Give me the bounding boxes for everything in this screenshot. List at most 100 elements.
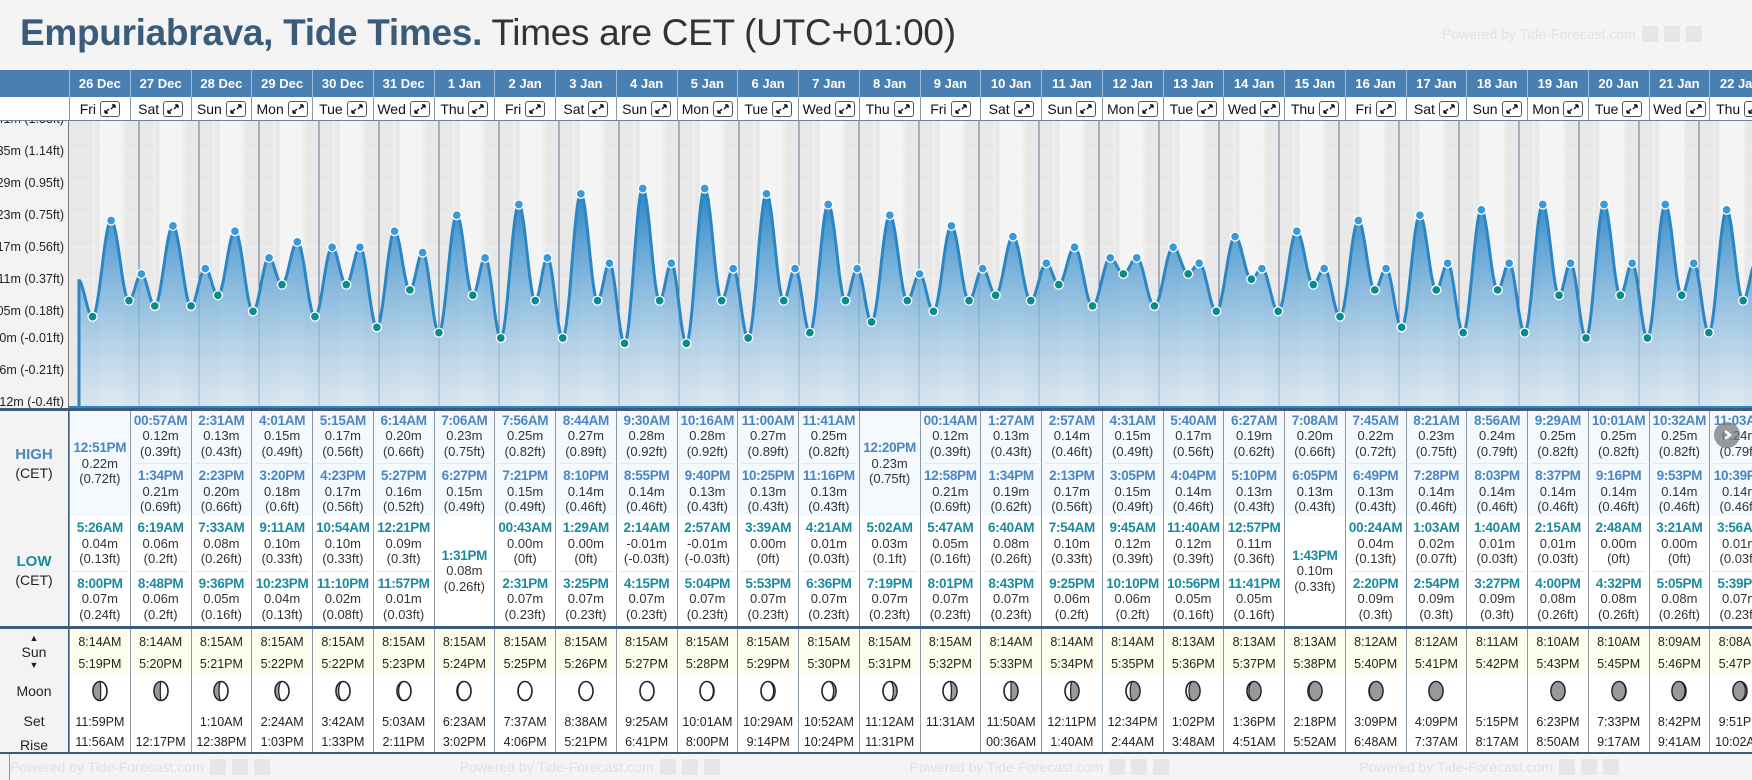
low-tide-point[interactable] — [1396, 322, 1407, 333]
low-tide-point[interactable] — [495, 332, 506, 344]
low-tide-point[interactable] — [1118, 268, 1129, 280]
high-tide-point[interactable] — [1041, 258, 1052, 269]
high-tide-point[interactable] — [1131, 252, 1142, 264]
high-tide-point[interactable] — [479, 252, 491, 264]
high-tide-point[interactable] — [1007, 231, 1019, 242]
high-tide-point[interactable] — [229, 226, 241, 237]
low-tide-point[interactable] — [1580, 332, 1592, 344]
expand-day-button[interactable] — [1375, 100, 1396, 117]
high-tide-point[interactable] — [1353, 215, 1364, 226]
expand-day-button[interactable] — [287, 100, 308, 117]
high-tide-point[interactable] — [761, 188, 772, 199]
high-tide-point[interactable] — [637, 183, 648, 194]
low-tide-point[interactable] — [1642, 332, 1653, 344]
low-tide-point[interactable] — [778, 295, 789, 306]
low-tide-point[interactable] — [963, 295, 975, 306]
high-tide-point[interactable] — [1598, 199, 1610, 210]
expand-day-button[interactable] — [1260, 100, 1281, 117]
low-tide-point[interactable] — [804, 327, 816, 338]
high-tide-point[interactable] — [1256, 263, 1268, 274]
expand-day-button[interactable] — [712, 100, 733, 117]
low-tide-point[interactable] — [276, 279, 288, 290]
low-tide-point[interactable] — [149, 300, 160, 312]
low-tide-point[interactable] — [1025, 295, 1036, 306]
high-tide-point[interactable] — [1319, 263, 1330, 274]
high-tide-point[interactable] — [1627, 258, 1638, 269]
high-tide-point[interactable] — [1476, 204, 1487, 215]
low-tide-point[interactable] — [1676, 290, 1687, 301]
expand-day-button[interactable] — [409, 100, 430, 117]
high-tide-point[interactable] — [604, 258, 615, 269]
high-tide-point[interactable] — [542, 252, 553, 264]
expand-day-button[interactable] — [835, 100, 856, 117]
high-tide-point[interactable] — [1229, 231, 1241, 242]
low-tide-point[interactable] — [654, 295, 665, 306]
low-tide-point[interactable] — [530, 295, 541, 306]
low-tide-point[interactable] — [1369, 284, 1380, 296]
low-tide-point[interactable] — [866, 316, 877, 328]
low-tide-point[interactable] — [404, 284, 416, 296]
high-tide-point[interactable] — [728, 263, 739, 274]
expand-day-button[interactable] — [1501, 100, 1522, 117]
high-tide-point[interactable] — [354, 242, 366, 253]
low-tide-point[interactable] — [619, 338, 630, 349]
low-tide-point[interactable] — [87, 311, 98, 322]
high-tide-point[interactable] — [292, 236, 303, 248]
low-tide-point[interactable] — [990, 290, 1001, 301]
expand-day-button[interactable] — [1138, 100, 1159, 117]
high-tide-point[interactable] — [1537, 199, 1548, 210]
low-tide-point[interactable] — [592, 295, 603, 306]
low-tide-point[interactable] — [928, 306, 939, 317]
expand-day-button[interactable] — [1744, 100, 1752, 117]
high-tide-point[interactable] — [451, 210, 462, 221]
high-tide-point[interactable] — [1565, 258, 1576, 269]
low-tide-point[interactable] — [742, 332, 754, 344]
low-tide-point[interactable] — [309, 311, 321, 322]
high-tide-point[interactable] — [1291, 226, 1302, 237]
low-tide-point[interactable] — [1087, 300, 1098, 312]
high-tide-point[interactable] — [1442, 258, 1453, 269]
expand-day-button[interactable] — [1013, 100, 1034, 117]
low-tide-point[interactable] — [716, 295, 727, 306]
low-tide-point[interactable] — [557, 332, 568, 344]
low-tide-point[interactable] — [247, 306, 259, 317]
high-tide-point[interactable] — [823, 199, 834, 210]
expand-day-button[interactable] — [651, 100, 672, 117]
expand-day-button[interactable] — [893, 100, 914, 117]
low-tide-point[interactable] — [1246, 274, 1257, 285]
low-tide-point[interactable] — [1308, 279, 1319, 290]
low-tide-point[interactable] — [1273, 306, 1284, 317]
high-tide-point[interactable] — [417, 247, 428, 258]
expand-day-button[interactable] — [1685, 100, 1706, 117]
high-tide-point[interactable] — [1380, 263, 1392, 274]
expand-day-button[interactable] — [468, 100, 489, 117]
low-tide-point[interactable] — [1053, 279, 1064, 290]
expand-day-button[interactable] — [525, 100, 546, 117]
high-tide-point[interactable] — [575, 188, 586, 199]
low-tide-point[interactable] — [1458, 327, 1469, 338]
low-tide-point[interactable] — [1183, 268, 1194, 280]
high-tide-point[interactable] — [699, 183, 710, 194]
high-tide-point[interactable] — [789, 263, 801, 274]
low-tide-point[interactable] — [467, 290, 478, 301]
low-tide-point[interactable] — [1431, 284, 1442, 296]
low-tide-point[interactable] — [1703, 327, 1714, 338]
high-tide-point[interactable] — [852, 263, 863, 274]
high-tide-point[interactable] — [1168, 242, 1179, 253]
high-tide-point[interactable] — [326, 242, 338, 253]
high-tide-point[interactable] — [1660, 199, 1671, 210]
low-tide-point[interactable] — [1615, 290, 1626, 301]
low-tide-point[interactable] — [1519, 327, 1530, 338]
expand-day-button[interactable] — [163, 100, 184, 117]
high-tide-point[interactable] — [513, 199, 524, 210]
high-tide-point[interactable] — [1105, 252, 1116, 264]
high-tide-point[interactable] — [914, 268, 925, 280]
low-tide-point[interactable] — [840, 295, 851, 306]
low-tide-point[interactable] — [681, 338, 692, 349]
low-tide-point[interactable] — [1149, 300, 1160, 312]
high-tide-point[interactable] — [1688, 258, 1699, 269]
high-tide-point[interactable] — [666, 258, 677, 269]
expand-day-button[interactable] — [1438, 100, 1459, 117]
high-tide-point[interactable] — [1069, 242, 1080, 253]
high-tide-point[interactable] — [1721, 204, 1732, 215]
